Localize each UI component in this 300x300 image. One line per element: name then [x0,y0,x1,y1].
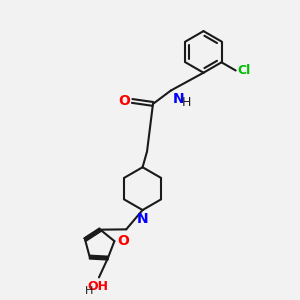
Text: N: N [173,92,185,106]
Text: N: N [137,212,148,226]
Text: H: H [182,96,191,109]
Text: O: O [118,94,130,108]
Text: H: H [84,286,93,296]
Text: Cl: Cl [237,64,250,77]
Text: OH: OH [87,280,108,293]
Text: O: O [117,234,129,248]
